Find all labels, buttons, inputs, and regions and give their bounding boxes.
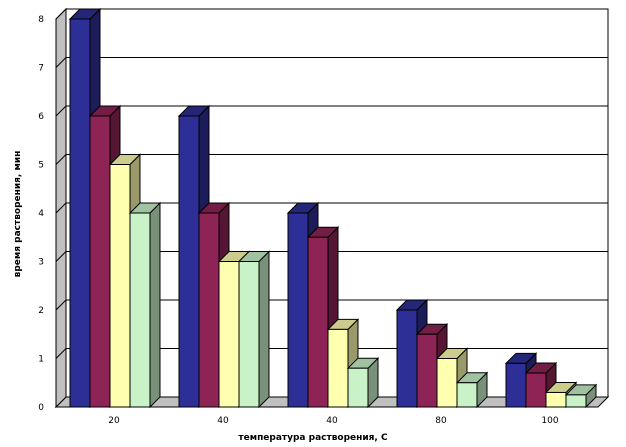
bar-group bbox=[395, 298, 489, 409]
y-tick-label: 8 bbox=[38, 15, 44, 25]
x-tick-label: 40 bbox=[217, 416, 229, 426]
bar-group bbox=[286, 201, 380, 409]
x-tick-label: 40 bbox=[326, 416, 338, 426]
bar bbox=[237, 250, 271, 409]
y-tick-label: 3 bbox=[38, 258, 44, 268]
x-tick-label: 20 bbox=[108, 416, 120, 426]
x-tick-label: 80 bbox=[435, 416, 447, 426]
x-tick-label: 100 bbox=[541, 416, 558, 426]
y-tick-labels: 0 1 2 3 4 5 6 7 8 bbox=[38, 15, 44, 413]
bar-group bbox=[177, 104, 271, 409]
x-tick-labels: 20 40 40 80 100 bbox=[108, 416, 559, 426]
gridline-side bbox=[55, 299, 67, 311]
y-tick-label: 7 bbox=[38, 64, 44, 74]
gridline-side bbox=[55, 57, 67, 68]
bar-group bbox=[68, 7, 162, 409]
y-tick-label: 4 bbox=[38, 209, 44, 219]
gridline-side bbox=[55, 8, 67, 20]
y-tick-label: 2 bbox=[38, 306, 44, 316]
y-tick-label: 0 bbox=[38, 403, 44, 413]
gridline-side bbox=[55, 251, 67, 262]
x-axis-label: температура растворения, С bbox=[238, 433, 388, 443]
bars bbox=[68, 7, 598, 409]
y-tick-label: 5 bbox=[38, 161, 44, 171]
gridline-side bbox=[55, 154, 67, 165]
gridline-side bbox=[55, 105, 67, 117]
gridline-side bbox=[55, 348, 67, 359]
bar bbox=[346, 356, 380, 409]
y-axis-label: время растворения, мин bbox=[13, 151, 23, 278]
bar bbox=[564, 383, 598, 409]
y-tick-label: 6 bbox=[38, 112, 44, 122]
bar-group bbox=[504, 352, 598, 409]
bar bbox=[455, 371, 489, 409]
y-tick-label: 1 bbox=[38, 355, 44, 365]
gridline-side bbox=[55, 202, 67, 214]
bar bbox=[128, 201, 162, 409]
